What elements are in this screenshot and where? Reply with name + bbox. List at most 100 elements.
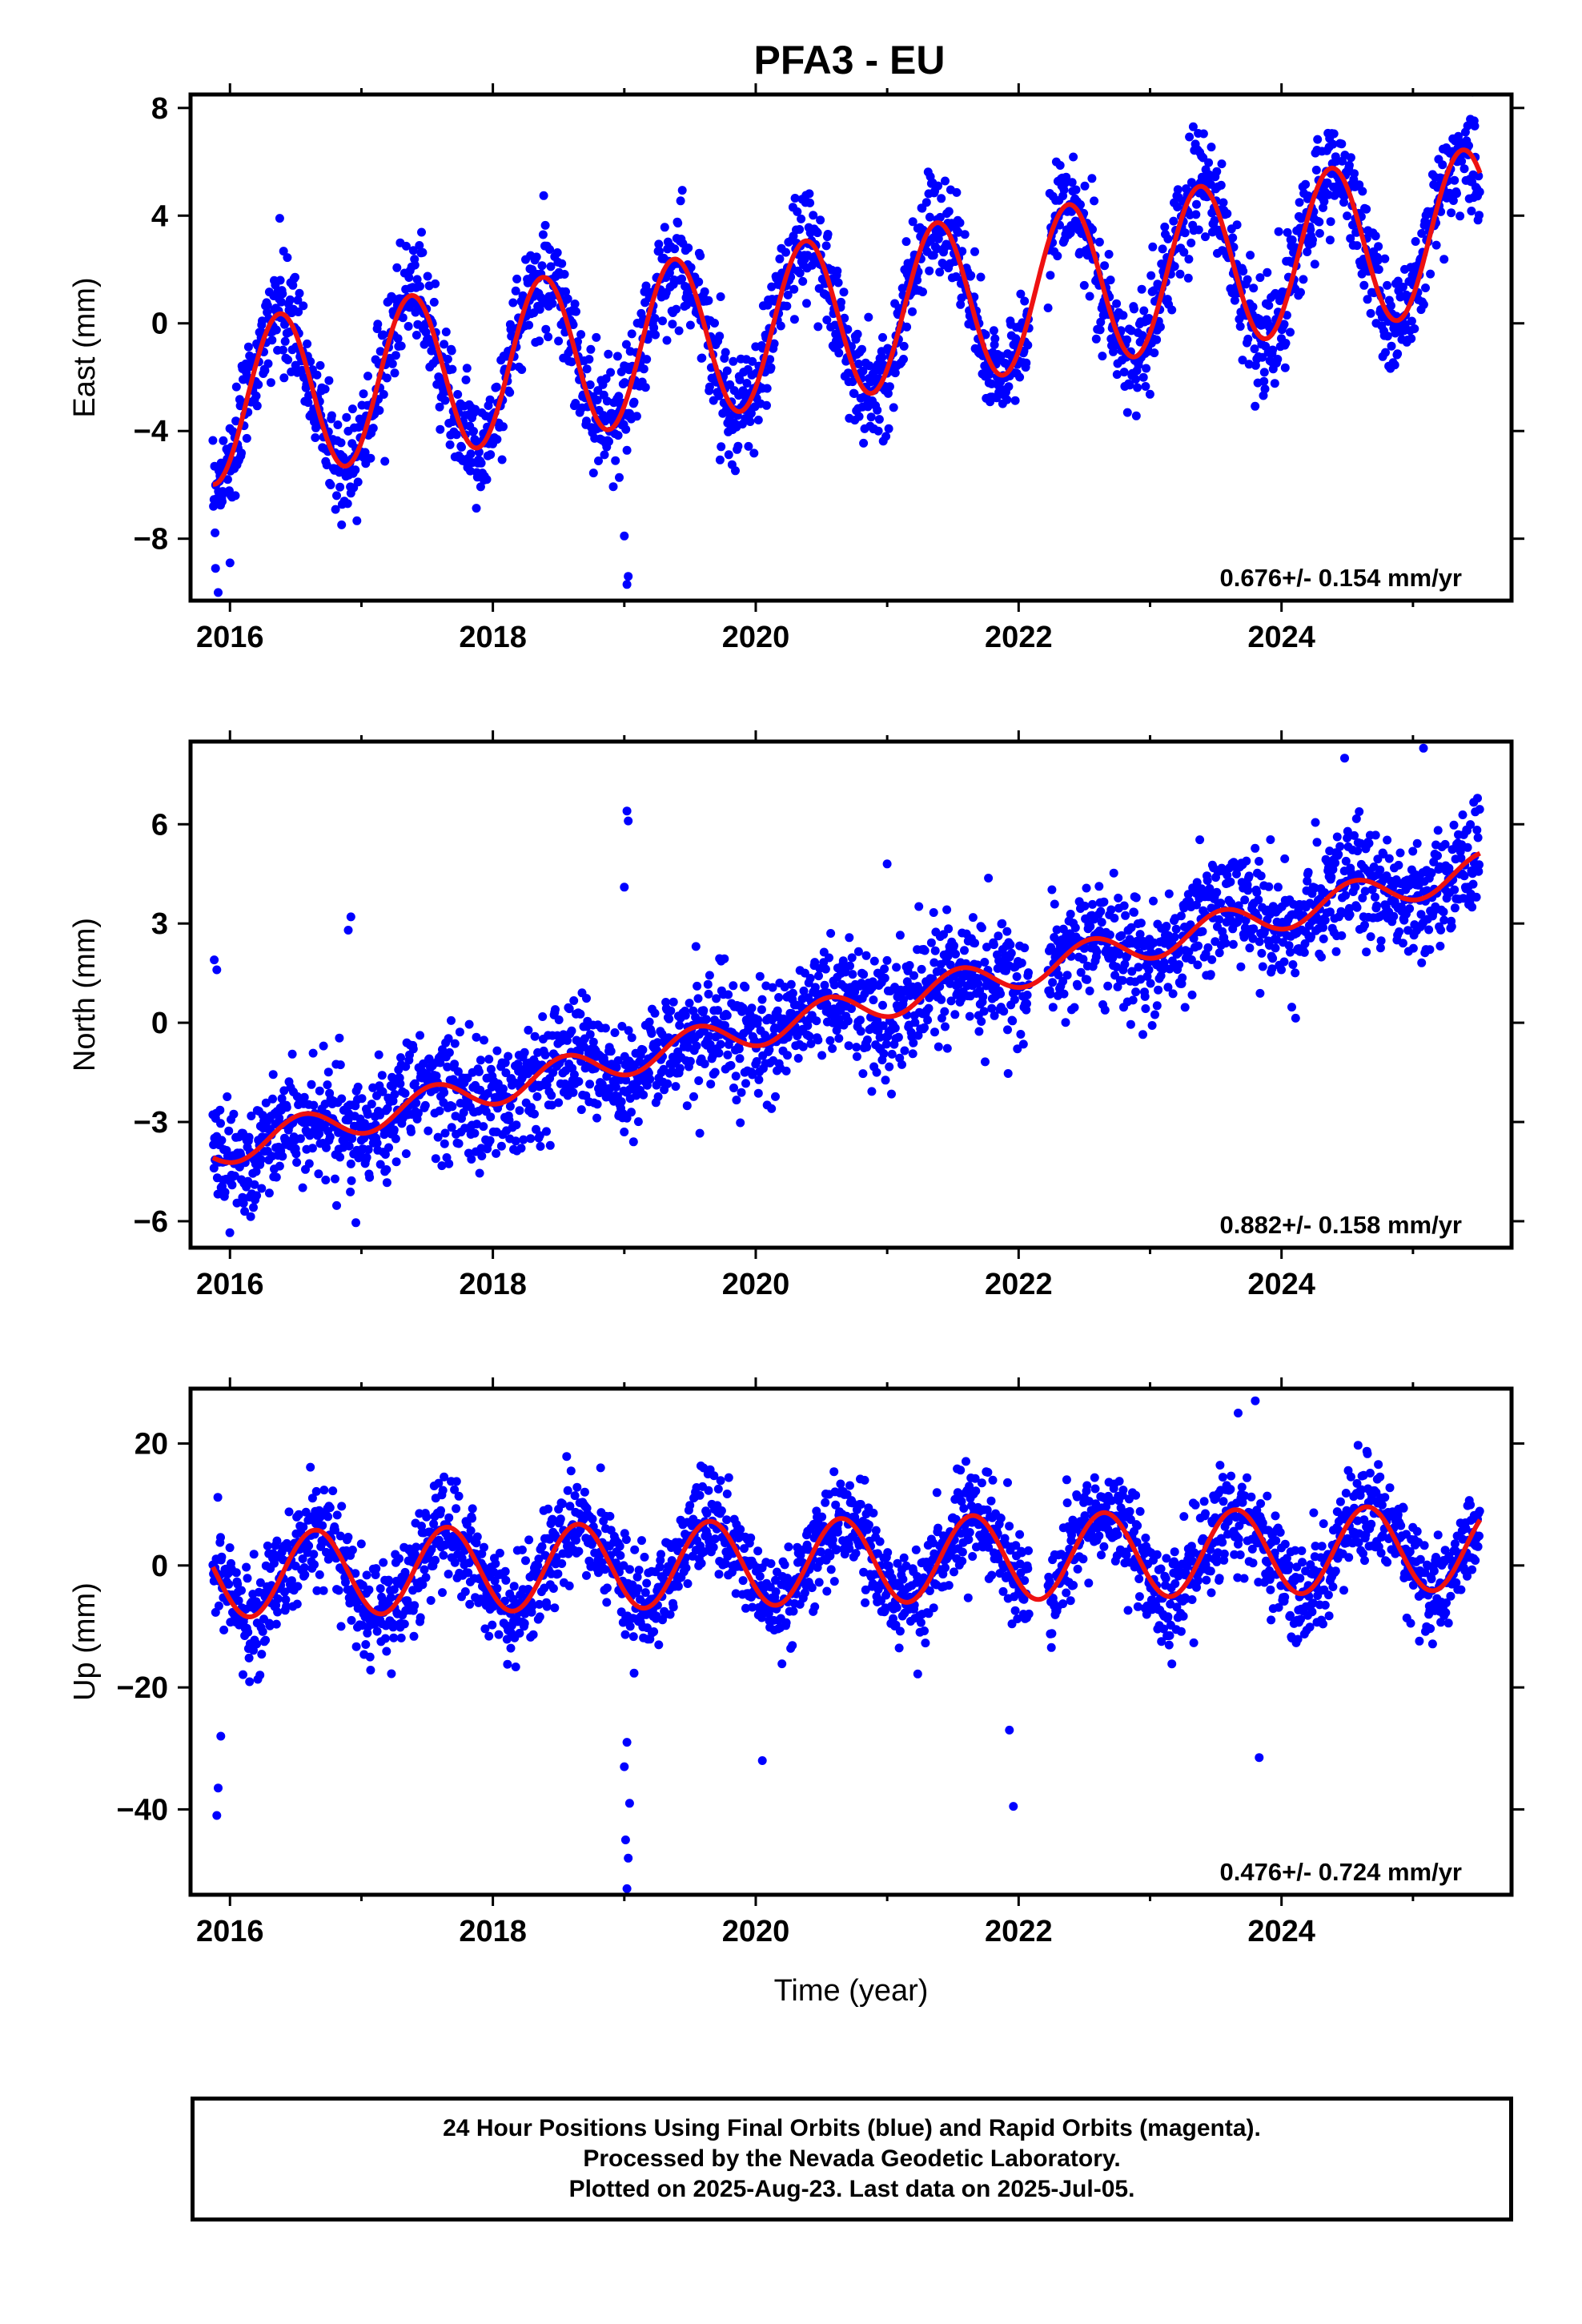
data-point <box>450 1059 460 1069</box>
data-point <box>352 516 362 525</box>
data-point <box>684 243 693 253</box>
data-point <box>749 448 759 458</box>
data-point <box>1002 395 1012 404</box>
outlier-point <box>622 580 632 589</box>
data-point <box>467 1155 476 1164</box>
data-point <box>466 449 476 459</box>
data-point <box>1381 348 1390 357</box>
data-point <box>710 319 719 328</box>
data-point <box>237 1586 246 1595</box>
data-point <box>1114 893 1123 903</box>
data-point <box>909 1038 918 1047</box>
data-point <box>1215 948 1224 958</box>
data-point <box>741 1079 750 1088</box>
data-point <box>735 375 745 384</box>
data-point <box>633 1117 643 1127</box>
data-point <box>908 1049 917 1059</box>
data-point <box>1010 995 1019 1004</box>
data-point <box>1312 838 1322 847</box>
data-point <box>271 1619 281 1629</box>
data-point <box>942 1043 952 1053</box>
data-point <box>1464 141 1473 151</box>
data-point <box>1110 914 1119 923</box>
data-point <box>1223 209 1232 219</box>
data-point <box>1171 924 1181 934</box>
data-point <box>1004 382 1014 392</box>
data-point <box>1394 860 1403 870</box>
data-point <box>1440 839 1450 849</box>
data-point <box>1191 210 1201 219</box>
y-tick-label: 3 <box>151 907 168 941</box>
data-point <box>292 1599 302 1609</box>
data-point <box>1383 280 1392 290</box>
data-point <box>857 344 866 354</box>
data-point <box>1215 915 1224 924</box>
data-point <box>465 466 475 476</box>
data-point <box>292 1158 302 1167</box>
data-point <box>519 1135 528 1144</box>
data-point <box>814 971 823 981</box>
data-point <box>472 504 481 513</box>
data-point <box>375 347 385 356</box>
data-point <box>360 448 370 457</box>
data-point <box>652 1038 662 1047</box>
data-point <box>732 1096 741 1105</box>
data-point <box>539 191 548 200</box>
data-point <box>867 1087 877 1096</box>
data-point <box>822 316 832 324</box>
data-point <box>1022 999 1031 1008</box>
data-point <box>244 1653 254 1663</box>
data-point <box>311 433 320 442</box>
data-point <box>250 1180 259 1189</box>
data-point <box>757 1005 766 1015</box>
data-point <box>833 278 843 287</box>
data-point <box>1243 275 1252 284</box>
data-point <box>781 1066 791 1076</box>
data-point <box>736 1118 745 1128</box>
data-point <box>1255 988 1265 998</box>
data-point <box>378 1087 387 1096</box>
data-point <box>897 1059 906 1069</box>
data-point <box>538 230 548 239</box>
data-point <box>506 324 516 334</box>
data-point <box>918 287 927 296</box>
data-point <box>782 301 792 311</box>
outlier-point <box>210 955 219 965</box>
data-point <box>273 1607 283 1617</box>
data-point <box>673 219 683 228</box>
data-point <box>729 356 738 366</box>
data-point <box>278 1152 287 1161</box>
data-point <box>1059 185 1069 195</box>
data-point <box>805 198 815 207</box>
data-point <box>1118 975 1127 985</box>
data-point <box>209 1164 219 1173</box>
data-point <box>243 1574 252 1583</box>
data-point <box>295 288 304 298</box>
data-point <box>1249 283 1259 293</box>
data-point <box>1109 868 1118 878</box>
data-point <box>588 468 598 478</box>
data-point <box>542 1127 551 1136</box>
data-point <box>1334 850 1343 859</box>
data-point <box>865 361 874 371</box>
data-point <box>1239 267 1248 276</box>
data-point <box>1066 910 1075 919</box>
data-point <box>1242 856 1251 866</box>
data-point <box>864 312 873 322</box>
data-point <box>1097 918 1106 927</box>
data-point <box>257 1184 267 1193</box>
chart-title: PFA3 - EU <box>754 38 946 82</box>
data-point <box>662 336 672 345</box>
data-point <box>1417 958 1427 967</box>
data-point <box>612 1063 621 1072</box>
data-point <box>1012 972 1022 981</box>
data-point <box>1235 322 1245 332</box>
data-point <box>937 194 946 203</box>
data-point <box>476 458 486 468</box>
data-point <box>1015 372 1025 382</box>
data-point <box>790 194 800 203</box>
data-point <box>417 227 426 237</box>
data-point <box>930 946 940 955</box>
data-point <box>877 352 887 362</box>
data-point <box>1362 204 1371 214</box>
